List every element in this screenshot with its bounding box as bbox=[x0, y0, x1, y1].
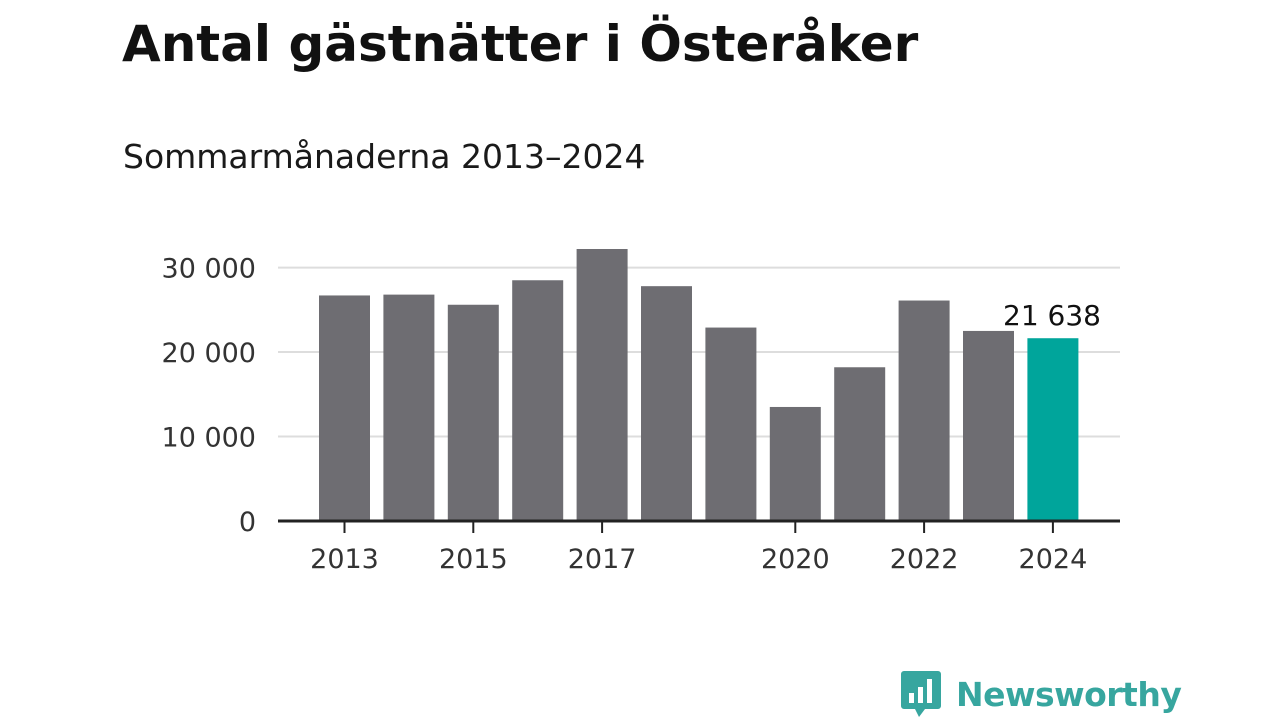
bar-2019 bbox=[705, 327, 757, 521]
chart-subtitle: Sommarmånaderna 2013–2024 bbox=[123, 137, 646, 176]
y-tick-label: 0 bbox=[239, 507, 256, 538]
data-label-2024: 21 638 bbox=[1003, 299, 1101, 332]
bar-2015 bbox=[447, 304, 499, 521]
bar-2022 bbox=[898, 300, 950, 521]
x-tick-label: 2024 bbox=[1019, 544, 1088, 575]
x-tick-label: 2022 bbox=[890, 544, 959, 575]
brand-name: Newsworthy bbox=[956, 674, 1182, 714]
newsworthy-logo: Newsworthy bbox=[900, 669, 1182, 719]
bar-2017 bbox=[576, 249, 628, 521]
x-tick-label: 2013 bbox=[310, 544, 379, 575]
y-tick-label: 20 000 bbox=[162, 338, 256, 369]
x-tick-label: 2015 bbox=[439, 544, 508, 575]
chat-bubble-bar-chart-icon bbox=[901, 671, 941, 717]
bar-2024 bbox=[1027, 338, 1079, 521]
x-tick-label: 2017 bbox=[568, 544, 637, 575]
bar-2014 bbox=[383, 294, 435, 521]
bar-2023 bbox=[963, 330, 1014, 521]
y-tick-label: 30 000 bbox=[162, 254, 256, 285]
chart-title: Antal gästnätter i Österåker bbox=[122, 15, 919, 73]
bar-2021 bbox=[834, 367, 886, 521]
y-tick-label: 10 000 bbox=[162, 423, 256, 454]
x-tick-label: 2020 bbox=[761, 544, 830, 575]
bar-2018 bbox=[641, 286, 692, 521]
bar-2013 bbox=[319, 295, 370, 521]
bar-2016 bbox=[512, 280, 564, 521]
bar-2020 bbox=[769, 406, 821, 521]
